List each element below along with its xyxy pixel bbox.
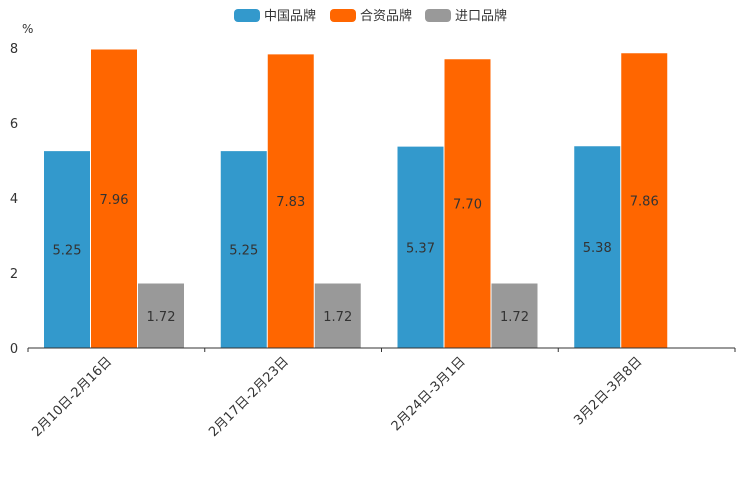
legend: 中国品牌 合资品牌 进口品牌 bbox=[234, 8, 507, 24]
bar-data-label: 1.72 bbox=[500, 310, 529, 325]
bar-1-3[interactable] bbox=[397, 146, 444, 348]
bar-1-1[interactable] bbox=[44, 151, 90, 348]
bar-data-label: 5.25 bbox=[229, 244, 258, 259]
bar-data-label: 7.83 bbox=[276, 195, 305, 210]
y-tick-label: 4 bbox=[10, 192, 18, 207]
bar-data-label: 7.86 bbox=[630, 195, 659, 210]
bar-data-label: 5.38 bbox=[583, 241, 612, 256]
x-tick-label: 3月2日-3月8日 bbox=[571, 354, 645, 428]
x-tick-label: 2月10日-2月16日 bbox=[29, 354, 115, 440]
y-axis-unit-label: % bbox=[22, 22, 33, 36]
y-tick-label: 6 bbox=[10, 117, 18, 132]
y-tick-label: 2 bbox=[10, 267, 18, 282]
bar-2-1[interactable] bbox=[91, 49, 137, 349]
x-tick-label: 2月17日-2月23日 bbox=[206, 354, 292, 440]
bar-data-label: 1.72 bbox=[147, 310, 176, 325]
y-tick-label: 0 bbox=[10, 342, 18, 357]
bar-2-3[interactable] bbox=[444, 59, 491, 348]
legend-swatch bbox=[330, 9, 356, 22]
bar-3-2[interactable] bbox=[314, 283, 361, 349]
legend-label: 进口品牌 bbox=[455, 8, 507, 24]
legend-label: 中国品牌 bbox=[264, 8, 316, 24]
bar-data-label: 1.72 bbox=[323, 310, 352, 325]
y-tick-label: 8 bbox=[10, 42, 18, 57]
y-axis: 0 2 4 6 8 bbox=[10, 42, 18, 357]
bar-3-1[interactable] bbox=[138, 283, 184, 349]
bar-data-label: 7.70 bbox=[453, 198, 482, 213]
bar-data-label: 5.37 bbox=[406, 241, 435, 256]
legend-item-2[interactable]: 合资品牌 bbox=[330, 8, 412, 24]
bar-2-4[interactable] bbox=[621, 53, 668, 348]
legend-swatch bbox=[425, 9, 451, 22]
legend-item-3[interactable]: 进口品牌 bbox=[425, 8, 507, 24]
bar-1-4[interactable] bbox=[574, 146, 621, 348]
bar-3-3[interactable] bbox=[491, 283, 538, 349]
legend-swatch bbox=[234, 9, 260, 22]
bar-data-label: 5.25 bbox=[53, 244, 82, 259]
bar-1-2[interactable] bbox=[220, 151, 267, 348]
bar-data-label: 7.96 bbox=[100, 193, 129, 208]
x-tick-label: 2月24日-3月1日 bbox=[389, 354, 469, 434]
x-axis: 2月10日-2月16日 2月17日-2月23日 2月24日-3月1日 3月2日-3月8… bbox=[27, 347, 736, 440]
bar-2-2[interactable] bbox=[267, 54, 314, 348]
legend-item-1[interactable]: 中国品牌 bbox=[234, 8, 316, 24]
legend-label: 合资品牌 bbox=[360, 8, 412, 24]
bars: 5.25 7.96 1.72 5.25 7.83 1.72 5.37 7.70 1.72 5.38… bbox=[44, 49, 668, 349]
